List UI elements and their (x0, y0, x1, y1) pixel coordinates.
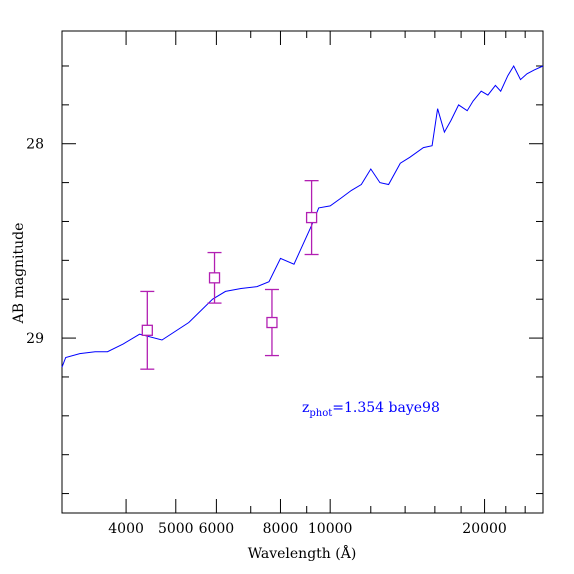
x-tick-label: 6000 (199, 521, 235, 537)
x-tick-label: 20000 (462, 521, 507, 537)
x-tick-label: 5000 (158, 521, 194, 537)
y-axis-label: AB magnitude (11, 223, 27, 325)
axis-ticks (61, 31, 544, 513)
photometry-point (207, 251, 222, 304)
zphot-annotation: zphot=1.354 baye98 (302, 400, 440, 419)
zphot-value: =1.354 baye98 (332, 400, 440, 416)
x-tick-label: 8000 (263, 521, 299, 537)
data-marker (266, 316, 278, 329)
sed-model-line (61, 64, 544, 368)
photometry-point (304, 180, 319, 256)
plot-frame (61, 30, 544, 514)
zphot-subscript: phot (309, 408, 332, 419)
zphot-main: z (302, 400, 309, 416)
data-marker (305, 211, 318, 224)
photometry-point (264, 288, 279, 357)
x-tick-label: 10000 (308, 521, 353, 537)
x-axis-label: Wavelength (Å) (248, 544, 357, 562)
axis-tick-labels: 4000 5000 6000 8000 10000 20000 28 29 (26, 137, 507, 537)
y-tick-label: 28 (26, 137, 44, 153)
photometry-point (140, 290, 155, 370)
y-tick-label: 29 (26, 331, 44, 347)
data-marker (208, 272, 221, 284)
data-marker (141, 324, 153, 336)
photometry-points (140, 180, 319, 370)
x-tick-label: 4000 (108, 521, 144, 537)
